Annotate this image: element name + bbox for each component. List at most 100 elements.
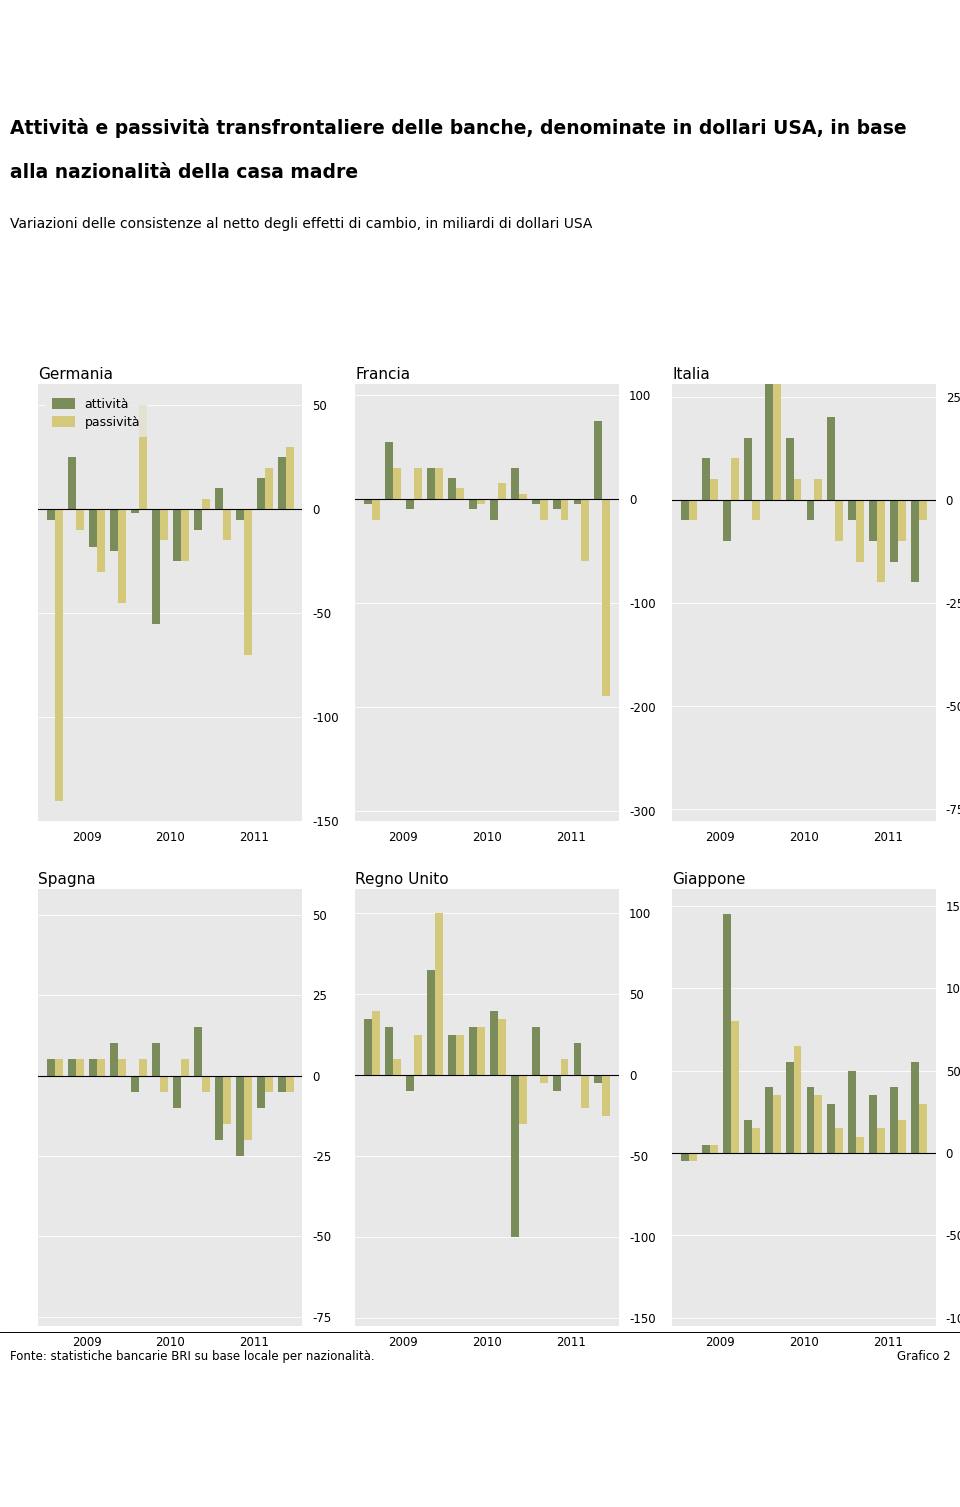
- Bar: [265, 1076, 273, 1091]
- Bar: [286, 1076, 294, 1091]
- Bar: [468, 499, 477, 509]
- Bar: [364, 1019, 372, 1076]
- Bar: [76, 509, 84, 530]
- Bar: [785, 1062, 794, 1153]
- Bar: [468, 1026, 477, 1076]
- Text: Germania: Germania: [38, 366, 113, 381]
- Bar: [364, 499, 372, 503]
- Bar: [47, 509, 55, 520]
- Bar: [244, 509, 252, 656]
- Bar: [870, 500, 877, 541]
- Bar: [744, 439, 752, 500]
- Bar: [435, 467, 443, 499]
- Bar: [511, 467, 518, 499]
- Text: Variazioni delle consistenze al netto degli effetti di cambio, in miliardi di do: Variazioni delle consistenze al netto de…: [10, 217, 592, 231]
- Bar: [118, 1059, 126, 1076]
- Bar: [215, 488, 223, 509]
- Bar: [76, 1059, 84, 1076]
- Text: Grafico 2: Grafico 2: [897, 1350, 950, 1362]
- Bar: [835, 1129, 844, 1153]
- Bar: [55, 509, 63, 800]
- Bar: [814, 479, 823, 500]
- Bar: [688, 1153, 697, 1162]
- Bar: [427, 467, 435, 499]
- Bar: [194, 1028, 202, 1076]
- Bar: [702, 1145, 709, 1153]
- Bar: [68, 1059, 76, 1076]
- Bar: [435, 913, 443, 1076]
- Text: Spagna: Spagna: [38, 871, 96, 886]
- Bar: [277, 1076, 286, 1091]
- Bar: [561, 1059, 568, 1076]
- Bar: [393, 1059, 401, 1076]
- Bar: [406, 499, 414, 509]
- Bar: [553, 499, 561, 509]
- Bar: [118, 509, 126, 603]
- Bar: [744, 1120, 752, 1153]
- Bar: [477, 499, 485, 503]
- Bar: [427, 971, 435, 1076]
- Bar: [752, 500, 759, 520]
- Bar: [160, 509, 168, 541]
- Bar: [490, 1011, 497, 1076]
- Bar: [573, 1043, 582, 1076]
- Bar: [139, 405, 147, 509]
- Bar: [828, 417, 835, 500]
- Bar: [582, 499, 589, 561]
- Bar: [152, 1043, 160, 1076]
- Bar: [372, 1011, 380, 1076]
- Bar: [518, 1076, 527, 1124]
- Bar: [532, 499, 540, 503]
- Bar: [582, 1076, 589, 1108]
- Bar: [731, 458, 738, 500]
- Text: Giappone: Giappone: [672, 871, 746, 886]
- Bar: [899, 500, 906, 541]
- Text: Attività e passività transfrontaliere delle banche, denominate in dollari USA, i: Attività e passività transfrontaliere de…: [10, 118, 906, 137]
- Bar: [806, 1087, 814, 1153]
- Bar: [456, 1035, 464, 1076]
- Bar: [223, 509, 230, 541]
- Bar: [180, 509, 189, 561]
- Bar: [286, 446, 294, 509]
- Bar: [497, 1019, 506, 1076]
- Bar: [97, 1059, 105, 1076]
- Bar: [497, 484, 506, 499]
- Bar: [490, 499, 497, 520]
- Bar: [477, 1026, 485, 1076]
- Bar: [594, 420, 603, 499]
- Bar: [131, 1076, 139, 1091]
- Bar: [773, 1096, 780, 1153]
- Bar: [561, 499, 568, 520]
- Bar: [223, 1076, 230, 1124]
- Bar: [709, 479, 718, 500]
- Bar: [277, 457, 286, 509]
- Bar: [899, 1120, 906, 1153]
- Bar: [890, 1087, 899, 1153]
- Bar: [814, 1096, 823, 1153]
- Bar: [173, 509, 180, 561]
- Bar: [856, 1136, 864, 1153]
- Bar: [139, 1059, 147, 1076]
- Bar: [920, 500, 927, 520]
- Bar: [68, 457, 76, 509]
- Bar: [131, 509, 139, 514]
- Bar: [764, 1087, 773, 1153]
- Bar: [702, 458, 709, 500]
- Bar: [849, 500, 856, 520]
- Bar: [681, 500, 688, 520]
- Text: alla nazionalità della casa madre: alla nazionalità della casa madre: [10, 163, 358, 182]
- Bar: [160, 1076, 168, 1091]
- Bar: [202, 499, 210, 509]
- Bar: [393, 467, 401, 499]
- Bar: [236, 509, 244, 520]
- Bar: [89, 509, 97, 547]
- Bar: [594, 1076, 603, 1084]
- Bar: [414, 467, 421, 499]
- Bar: [152, 509, 160, 624]
- Bar: [173, 1076, 180, 1108]
- Bar: [194, 509, 202, 530]
- Bar: [723, 913, 731, 1153]
- Bar: [731, 1022, 738, 1153]
- Bar: [540, 499, 547, 520]
- Bar: [856, 500, 864, 562]
